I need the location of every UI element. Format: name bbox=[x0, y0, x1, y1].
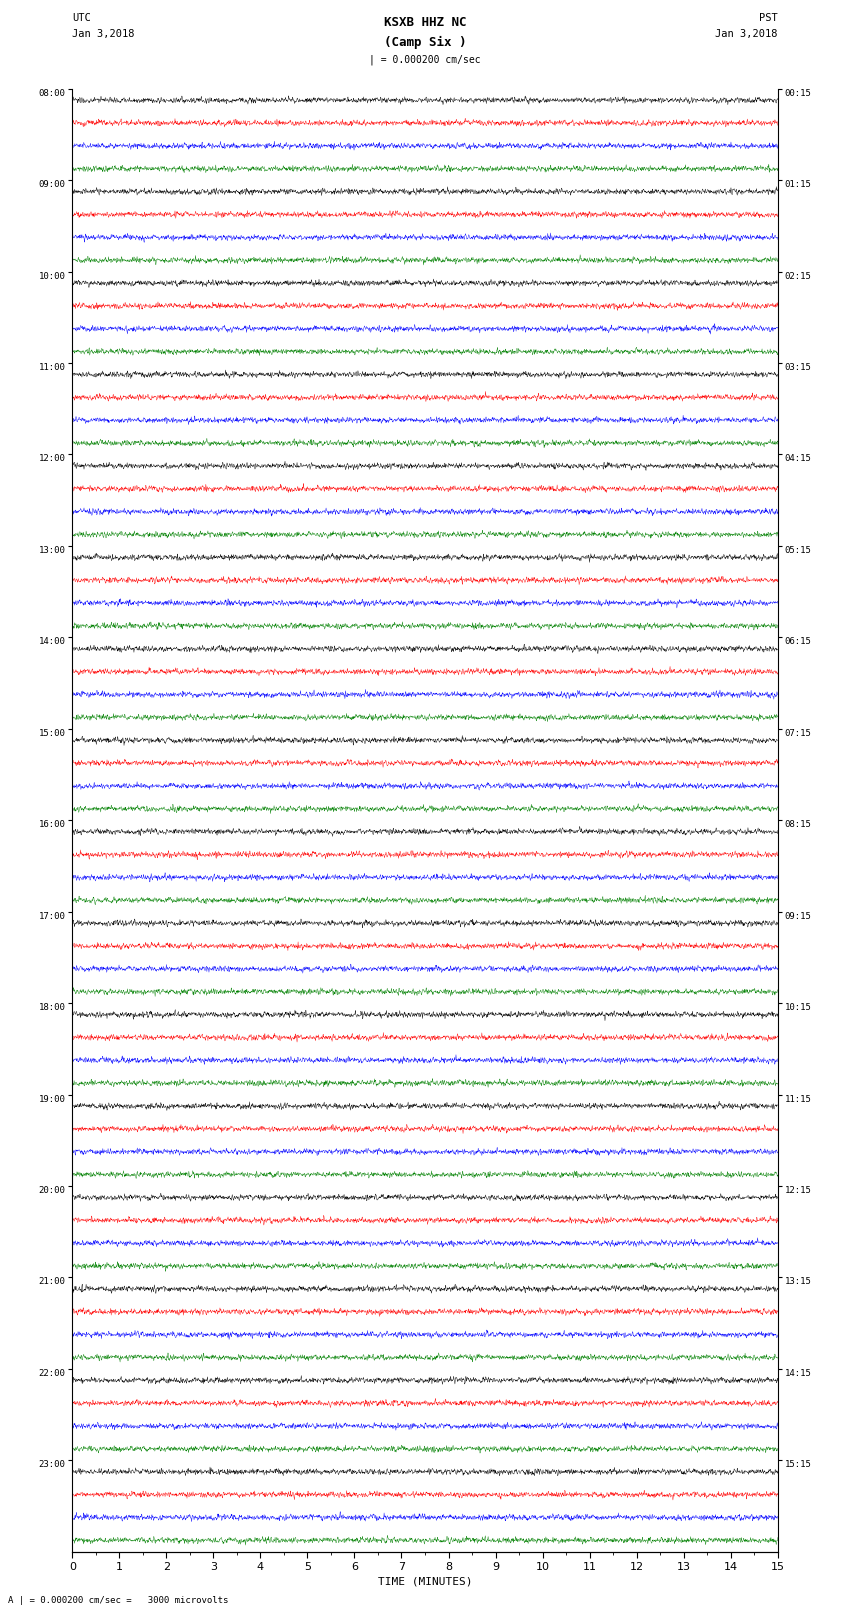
Text: Jan 3,2018: Jan 3,2018 bbox=[715, 29, 778, 39]
Text: UTC: UTC bbox=[72, 13, 91, 23]
X-axis label: TIME (MINUTES): TIME (MINUTES) bbox=[377, 1576, 473, 1586]
Text: (Camp Six ): (Camp Six ) bbox=[383, 35, 467, 48]
Text: | = 0.000200 cm/sec: | = 0.000200 cm/sec bbox=[369, 55, 481, 66]
Text: PST: PST bbox=[759, 13, 778, 23]
Text: A | = 0.000200 cm/sec =   3000 microvolts: A | = 0.000200 cm/sec = 3000 microvolts bbox=[8, 1595, 229, 1605]
Text: Jan 3,2018: Jan 3,2018 bbox=[72, 29, 135, 39]
Text: KSXB HHZ NC: KSXB HHZ NC bbox=[383, 16, 467, 29]
